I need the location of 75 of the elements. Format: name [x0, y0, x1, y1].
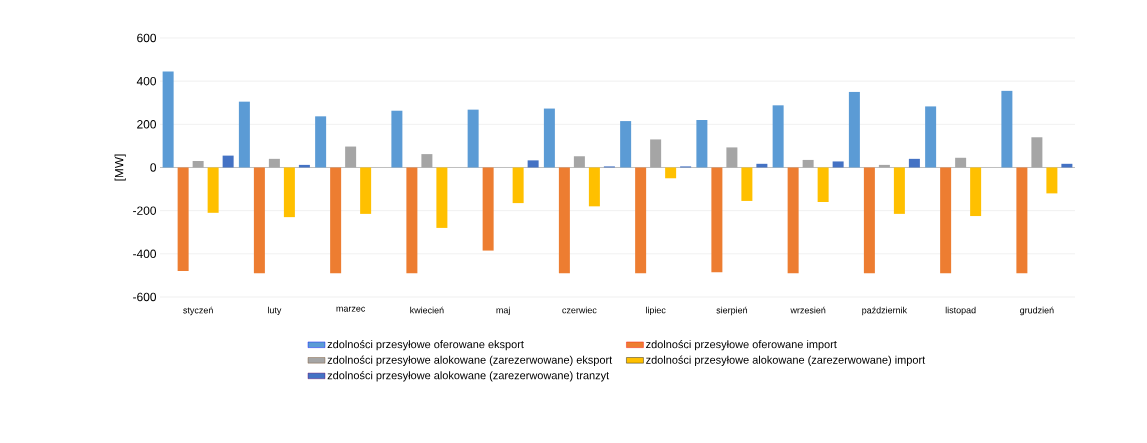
bar [177, 167, 189, 272]
bar [802, 159, 814, 168]
bar [406, 167, 418, 274]
bar [315, 116, 327, 168]
bar [863, 167, 875, 274]
y-tick-label: 600 [137, 33, 157, 43]
x-tick-label: marzec [336, 306, 366, 312]
bar [512, 167, 524, 204]
y-tick-label: -200 [133, 206, 157, 215]
x-tick-label: lipiec [646, 306, 666, 316]
bar [665, 167, 677, 179]
bar [436, 167, 448, 228]
x-tick-label: kwiecień [410, 306, 444, 314]
x-tick-label: luty [268, 306, 282, 316]
x-tick-label: październik [862, 306, 908, 316]
bar [588, 167, 600, 207]
bar [330, 167, 342, 274]
bar [741, 167, 753, 201]
bar [1001, 90, 1013, 168]
y-tick-label: -400 [133, 249, 157, 259]
legend-label: zdolności przesyłowe oferowane import [646, 340, 837, 351]
x-tick-label: czerwiec [562, 306, 597, 314]
bar [268, 158, 280, 168]
bar [391, 110, 403, 168]
x-tick-label: maj [496, 306, 510, 316]
bar [726, 147, 738, 168]
bar [527, 160, 539, 168]
legend-label: zdolności przesyłowe alokowane (zarezerwowane) eksport [327, 355, 613, 366]
bar [207, 167, 219, 213]
bar [620, 121, 632, 168]
x-tick-label: sierpień [716, 306, 748, 316]
bar [192, 161, 204, 168]
bar [955, 157, 967, 168]
y-tick-label: 400 [136, 76, 157, 86]
bar [162, 71, 174, 168]
bar [421, 154, 433, 168]
bar [772, 105, 784, 168]
bar [1046, 167, 1058, 194]
bar [787, 167, 799, 274]
x-tick-label: grudzień [1020, 306, 1054, 316]
bar [360, 167, 372, 214]
bar [940, 167, 952, 274]
bar [817, 167, 829, 203]
legend-label: zdolności przesyłowe alokowane (zarezerwowane) import [646, 355, 926, 366]
bar [543, 108, 555, 168]
bar [1031, 137, 1043, 168]
bar [238, 101, 250, 168]
bar [573, 156, 585, 168]
legend-label: zdolności przesyłowe alokowane (zarezerwowane) tranzyt [327, 371, 610, 382]
bar [925, 106, 937, 168]
y-axis-title: [MW] [114, 154, 126, 181]
bar [650, 139, 662, 168]
legend-label: zdolności przesyłowe oferowane eksport [327, 340, 524, 351]
bar [711, 167, 723, 273]
bar [1016, 167, 1028, 274]
y-tick-label: 200 [137, 120, 157, 129]
y-tick-label: 0 [150, 163, 157, 172]
bar [908, 158, 920, 168]
x-tick-label: wrzesień [790, 306, 826, 314]
bar [558, 167, 570, 274]
bar [283, 167, 295, 218]
bar [482, 167, 494, 251]
bar [848, 91, 860, 168]
bar [832, 161, 844, 168]
bar [970, 167, 982, 217]
x-tick-label: styczeń [183, 306, 213, 316]
bar [893, 167, 905, 214]
bar [222, 155, 234, 168]
bar [467, 109, 479, 168]
bar [696, 120, 708, 168]
bar [253, 167, 265, 274]
x-tick-label: listopad [945, 306, 976, 316]
bar [345, 146, 357, 168]
bar [635, 167, 647, 274]
y-tick-label: -600 [133, 292, 157, 302]
